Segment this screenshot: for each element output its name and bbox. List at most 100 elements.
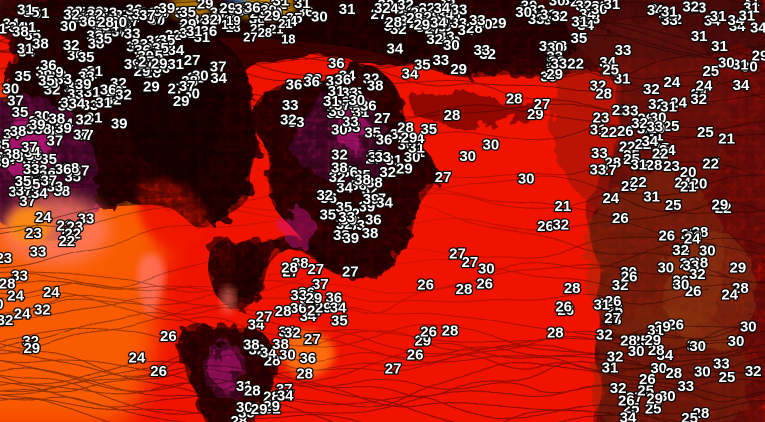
svg-text:33: 33 [591,145,608,162]
svg-text:33: 33 [589,162,606,179]
svg-text:28: 28 [595,85,612,102]
svg-text:30: 30 [0,296,4,313]
svg-text:30: 30 [348,92,365,109]
svg-text:29: 29 [143,78,160,95]
svg-text:35: 35 [414,56,431,73]
svg-text:27: 27 [307,261,324,278]
svg-text:29: 29 [306,290,323,307]
svg-text:26: 26 [618,392,635,409]
svg-text:27: 27 [256,309,273,326]
svg-text:32: 32 [689,266,706,283]
svg-text:26: 26 [555,298,572,315]
svg-text:33: 33 [342,114,359,131]
svg-text:30: 30 [694,363,711,380]
svg-text:29: 29 [251,401,268,418]
svg-text:22: 22 [702,155,719,172]
svg-text:28: 28 [275,303,292,320]
svg-text:32: 32 [551,8,568,25]
svg-text:39: 39 [111,116,128,133]
svg-text:33: 33 [615,42,632,59]
svg-text:35: 35 [15,173,32,190]
svg-text:31: 31 [273,0,290,10]
svg-text:27: 27 [304,331,321,348]
svg-text:35: 35 [331,312,348,329]
svg-text:29: 29 [401,129,418,146]
svg-text:38: 38 [354,172,371,189]
svg-text:22: 22 [58,233,75,250]
svg-text:22: 22 [652,145,669,162]
svg-text:31: 31 [593,297,610,314]
svg-text:26: 26 [160,328,177,345]
svg-text:31: 31 [710,8,727,25]
svg-text:36: 36 [55,161,72,178]
svg-text:32: 32 [379,164,396,181]
svg-text:38: 38 [12,24,29,41]
svg-text:24: 24 [129,350,146,367]
svg-text:35: 35 [420,121,437,138]
svg-text:24: 24 [602,190,619,207]
svg-text:29: 29 [712,196,729,213]
svg-text:28: 28 [296,365,313,382]
svg-text:34: 34 [387,41,404,58]
svg-text:37: 37 [139,7,156,24]
svg-text:31: 31 [186,23,203,40]
svg-text:33: 33 [473,42,490,59]
svg-text:37: 37 [73,126,90,143]
svg-text:29: 29 [23,340,40,357]
svg-text:31: 31 [294,0,311,12]
svg-text:31: 31 [17,41,34,58]
svg-text:28: 28 [442,322,459,339]
svg-text:32: 32 [34,302,51,319]
svg-text:28: 28 [665,365,682,382]
svg-text:32: 32 [0,312,13,329]
svg-text:30: 30 [628,343,645,360]
svg-text:34: 34 [733,77,750,94]
svg-text:21: 21 [680,179,697,196]
svg-text:33: 33 [550,56,567,73]
svg-text:34: 34 [68,95,85,112]
svg-text:29: 29 [413,17,430,34]
svg-text:27: 27 [435,169,452,186]
svg-text:31: 31 [661,3,678,20]
svg-text:30: 30 [311,8,328,25]
svg-text:30: 30 [515,4,532,21]
svg-text:28: 28 [444,107,461,124]
svg-text:32: 32 [331,146,348,163]
svg-text:32: 32 [745,363,762,380]
svg-text:29: 29 [396,160,413,177]
svg-text:28: 28 [258,25,272,40]
svg-text:36: 36 [376,132,393,149]
svg-text:31: 31 [604,0,621,13]
svg-text:32: 32 [63,37,80,54]
svg-text:27: 27 [374,110,391,127]
svg-text:35: 35 [38,72,55,89]
svg-text:32: 32 [607,349,624,366]
svg-text:28: 28 [564,280,581,297]
svg-text:29: 29 [644,332,661,349]
svg-text:24: 24 [43,284,60,301]
svg-text:38: 38 [32,36,49,53]
svg-text:34: 34 [210,70,227,87]
svg-text:21: 21 [278,16,292,31]
svg-text:31: 31 [691,28,708,45]
svg-text:27: 27 [449,246,466,263]
svg-text:31: 31 [17,1,34,18]
svg-text:29: 29 [730,259,747,276]
svg-text:38: 38 [272,336,289,353]
svg-text:38: 38 [362,225,379,242]
svg-text:39: 39 [0,154,10,171]
svg-text:23: 23 [593,110,610,127]
svg-text:37: 37 [7,92,24,109]
svg-text:26: 26 [612,210,629,227]
svg-text:30: 30 [718,55,735,72]
svg-text:38: 38 [10,123,27,140]
svg-text:33: 33 [713,356,730,373]
svg-text:25: 25 [697,124,714,141]
svg-text:26: 26 [417,276,434,293]
svg-text:24: 24 [721,286,738,303]
svg-text:33: 33 [469,12,486,29]
svg-text:33: 33 [338,209,355,226]
svg-text:33: 33 [290,287,307,304]
svg-text:21: 21 [555,198,572,215]
svg-text:26: 26 [476,276,493,293]
